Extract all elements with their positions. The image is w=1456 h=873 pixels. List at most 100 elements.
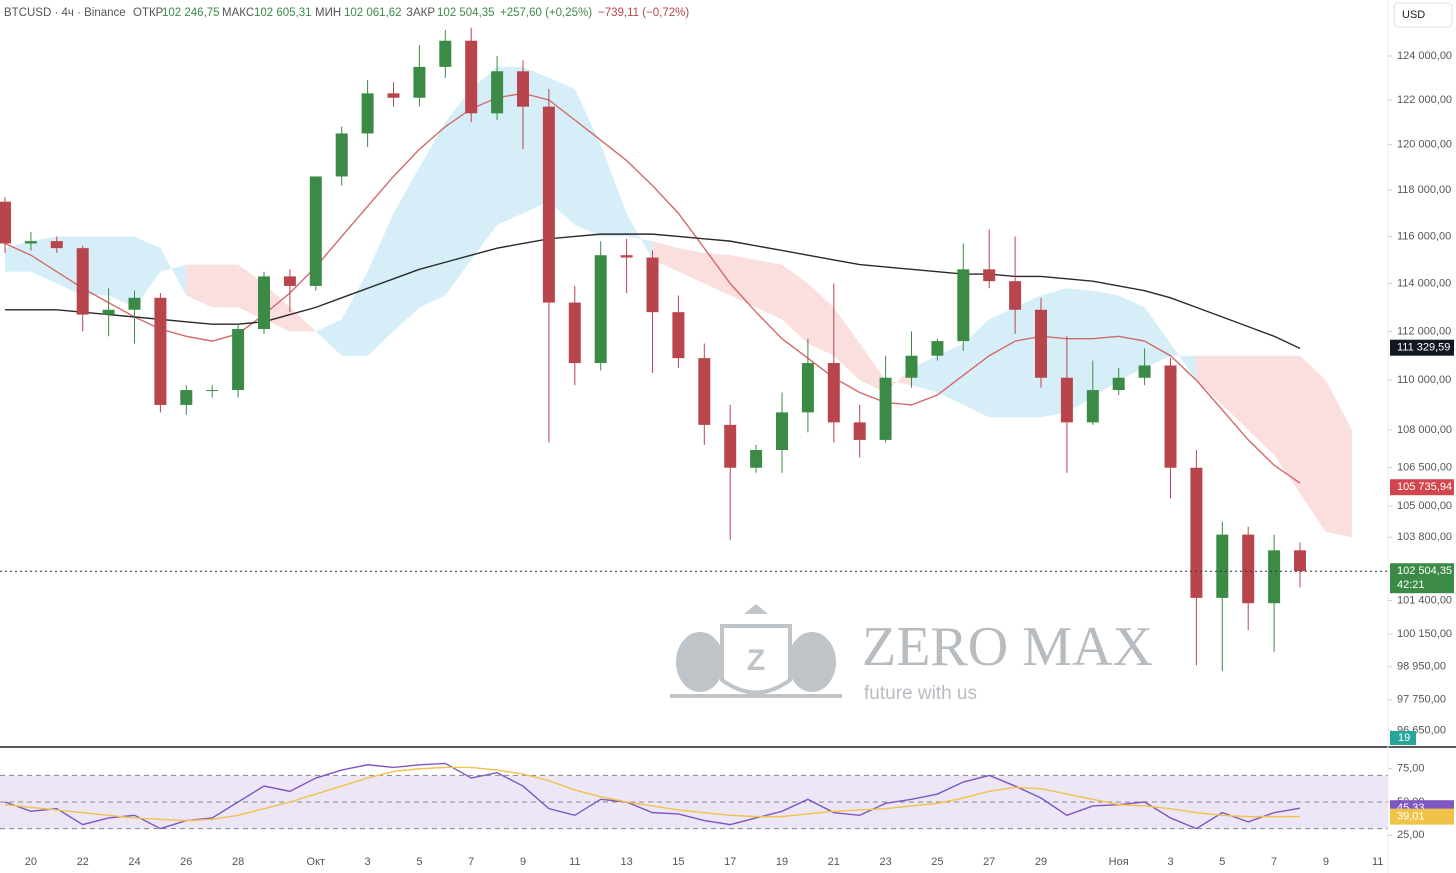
cloud — [1274, 355, 1300, 494]
candle-body — [465, 40, 478, 114]
candle-body — [335, 133, 348, 177]
cloud — [289, 307, 316, 332]
candle-body — [879, 377, 892, 440]
cloud — [833, 307, 860, 381]
x-tick-label: 13 — [620, 856, 632, 868]
cloud — [1222, 355, 1249, 430]
cloud — [108, 236, 135, 308]
y-tick-label: 25,00 — [1397, 829, 1425, 841]
cloud — [678, 248, 705, 284]
x-tick-label: 9 — [520, 856, 526, 868]
cloud — [315, 319, 342, 356]
candle-body — [542, 106, 555, 303]
lion-left — [676, 632, 724, 692]
candle-body — [698, 358, 711, 425]
candle-body — [0, 201, 11, 244]
line — [5, 233, 1301, 350]
cloud — [1170, 343, 1197, 381]
candle-body — [387, 93, 400, 98]
y-tick-label: 100 150,00 — [1397, 628, 1452, 640]
x-tick-label: 20 — [25, 856, 37, 868]
cloud — [471, 66, 498, 260]
cloud — [911, 355, 938, 393]
cloud — [212, 264, 239, 308]
x-tick-label: Окт — [307, 856, 326, 868]
y-tick-label: 103 800,00 — [1397, 531, 1452, 543]
candle-body — [1035, 309, 1047, 378]
close-value: 102 504,35 — [437, 7, 495, 19]
x-tick-label: 23 — [879, 856, 891, 868]
currency-button[interactable] — [1393, 2, 1453, 28]
open-value: 102 246,75 — [162, 7, 220, 19]
cloud — [626, 213, 653, 260]
cloud — [989, 307, 1016, 418]
cloud — [859, 343, 886, 393]
price-badge — [1390, 479, 1454, 496]
cloud — [1325, 380, 1352, 538]
price-badge-label: 39,01 — [1397, 811, 1425, 823]
candle-body — [957, 269, 970, 342]
candle-body — [594, 255, 607, 364]
candle-body — [439, 40, 452, 67]
y-tick-label: 124 000,00 — [1397, 50, 1452, 62]
cloud — [160, 248, 187, 296]
cloud — [1066, 288, 1093, 413]
y-tick-label: 106 500,00 — [1397, 462, 1452, 474]
price-badge — [1390, 339, 1454, 356]
x-tick-label: 5 — [1219, 856, 1225, 868]
cloud — [652, 241, 679, 272]
candle-body — [1112, 377, 1125, 391]
candle-body — [983, 269, 996, 282]
x-tick-label: Ноя — [1109, 856, 1129, 868]
change-2: −739,11 (−0,72%) — [598, 7, 689, 19]
cloud — [341, 271, 368, 356]
candle-body — [1294, 550, 1306, 572]
line — [4, 766, 1301, 822]
x-tick-label: 9 — [1323, 856, 1329, 868]
cloud — [1118, 295, 1145, 381]
cloud — [419, 122, 446, 308]
cloud — [30, 236, 57, 284]
x-tick-label: 11 — [569, 856, 580, 868]
cloud — [523, 66, 549, 214]
candle-body — [1242, 534, 1255, 604]
candle-body — [1138, 365, 1151, 378]
cloud — [1144, 307, 1171, 368]
x-tick-label: 7 — [1271, 856, 1277, 868]
candle-body — [102, 309, 115, 315]
logo-letter: Z — [747, 644, 765, 677]
volume-badge-label: 19 — [1398, 732, 1410, 744]
candle-body — [206, 390, 219, 392]
cloud — [704, 252, 731, 296]
x-tick-label: 7 — [468, 856, 474, 868]
line — [4, 762, 1301, 830]
price-badge — [1390, 808, 1454, 825]
candle-body — [646, 257, 659, 313]
cloud — [238, 264, 264, 320]
cloud — [1248, 355, 1275, 456]
candle-body — [750, 449, 763, 468]
x-tick-label: 27 — [983, 856, 995, 868]
x-tick-label: 5 — [416, 856, 422, 868]
cloud — [756, 259, 782, 320]
x-tick-label: 28 — [232, 856, 244, 868]
change: +257,60 (+0,25%) — [500, 7, 592, 19]
candle-body — [568, 302, 581, 364]
candle-body — [1086, 390, 1099, 423]
cloud — [186, 264, 213, 308]
countdown: 42:21 — [1397, 579, 1425, 591]
x-tick-label: 11 — [1372, 856, 1383, 868]
open-label: ОТКР — [133, 7, 164, 19]
cloud — [963, 319, 990, 418]
candle-body — [517, 71, 529, 107]
candle-body — [50, 241, 63, 249]
currency[interactable]: USD — [1402, 9, 1425, 21]
candle-body — [1190, 467, 1203, 598]
candle-body — [258, 276, 270, 330]
low-value: 102 061,62 — [344, 7, 402, 19]
x-tick-label: 3 — [365, 856, 371, 868]
candle-body — [620, 255, 633, 258]
candle-body — [413, 66, 426, 98]
price-badge-label: 111 329,59 — [1397, 342, 1450, 354]
